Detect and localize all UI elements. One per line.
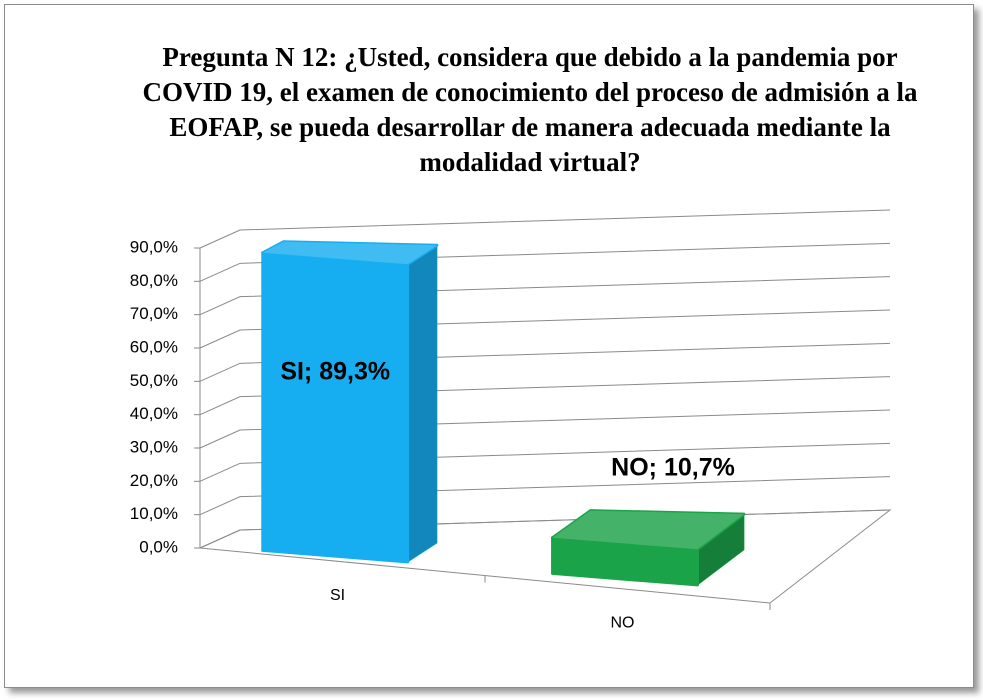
bar-top bbox=[551, 509, 746, 551]
bar-side-shade bbox=[407, 245, 437, 562]
bar-top-shine bbox=[262, 241, 437, 265]
grid-line bbox=[199, 209, 891, 249]
grid-line bbox=[199, 376, 891, 416]
data-label: NO; 10,7% bbox=[611, 454, 735, 482]
chart-title: Pregunta N 12: ¿Usted, considera que deb… bbox=[142, 42, 918, 177]
grid-line bbox=[199, 342, 891, 382]
y-tick-label: 80,0% bbox=[130, 271, 178, 290]
x-tick-label: NO bbox=[611, 614, 635, 631]
bar-front bbox=[261, 251, 410, 564]
grid-line bbox=[199, 276, 891, 316]
grid-line bbox=[199, 409, 891, 449]
y-tick-label: 50,0% bbox=[130, 371, 178, 390]
y-tick-label: 20,0% bbox=[130, 471, 178, 490]
x-tick-label: SI bbox=[330, 587, 345, 604]
grid-line bbox=[199, 476, 891, 516]
y-tick-label: 60,0% bbox=[130, 337, 178, 356]
grid-line bbox=[199, 309, 891, 349]
bar-side-shade bbox=[697, 514, 744, 585]
bar-top bbox=[261, 240, 439, 266]
y-tick-label: 0,0% bbox=[139, 537, 178, 556]
y-tick-label: 70,0% bbox=[130, 304, 178, 323]
data-label: SI; 89,3% bbox=[280, 357, 390, 385]
y-tick-label: 10,0% bbox=[130, 504, 178, 523]
y-tick-label: 40,0% bbox=[130, 404, 178, 423]
bar-top-shine bbox=[552, 510, 744, 550]
y-tick-label: 30,0% bbox=[130, 437, 178, 456]
grid-line bbox=[199, 242, 891, 282]
grid-line bbox=[199, 442, 891, 482]
y-tick-label: 90,0% bbox=[130, 237, 178, 256]
